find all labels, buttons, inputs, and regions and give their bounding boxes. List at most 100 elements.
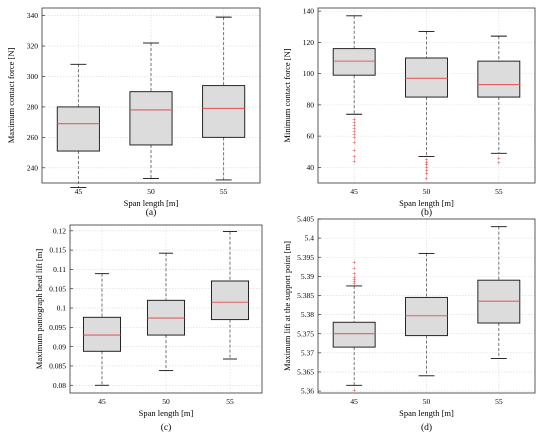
y-tick-label: 0.095: [49, 323, 66, 332]
box-50: [129, 42, 173, 179]
y-tick-label: 0.09: [53, 342, 66, 351]
outlier-marker: +: [352, 274, 356, 282]
plot-frame: [317, 218, 536, 394]
box-45: [56, 63, 100, 189]
panel-caption: (a): [146, 207, 157, 218]
y-tick-label: 100: [303, 69, 315, 78]
outlier-marker: +: [352, 134, 356, 142]
box-55: ++: [477, 35, 521, 167]
outlier-marker: +: [352, 280, 356, 288]
outlier-marker: +: [497, 155, 501, 163]
x-axis-label: Span length [m]: [399, 408, 454, 418]
y-tick-label: 120: [303, 38, 315, 47]
box-50: +++++++: [405, 30, 448, 183]
y-tick-label: 40: [307, 163, 315, 172]
x-tick-label: 55: [495, 397, 503, 406]
y-tick-label: 5.365: [297, 368, 314, 377]
x-tick-label: 55: [220, 187, 228, 196]
y-tick-label: 5.385: [297, 291, 314, 300]
plot-frame: [317, 7, 536, 184]
x-tick-label: 50: [423, 397, 431, 406]
iqr-box: [202, 85, 246, 138]
iqr-box: [477, 60, 521, 98]
outlier-marker: +: [352, 128, 356, 136]
outlier-marker: +: [425, 164, 429, 172]
x-tick-label: 55: [226, 397, 234, 406]
outlier-marker: +: [352, 158, 356, 166]
outlier-marker: +: [425, 159, 429, 167]
outlier-marker: +: [352, 386, 356, 394]
y-axis-label: Maximum pantograph head lift [m]: [34, 249, 44, 370]
x-axis-label: Span length [m]: [399, 198, 454, 208]
y-tick-label: 0.12: [53, 226, 66, 235]
x-tick-label: 45: [98, 397, 106, 406]
panel-caption: (d): [421, 422, 432, 433]
outlier-marker: +: [425, 167, 429, 175]
y-tick-label: 260: [27, 133, 39, 142]
iqr-box: [56, 106, 100, 152]
box-55: [210, 231, 250, 360]
outlier-marker: +: [425, 175, 429, 183]
box-55: [202, 16, 246, 181]
y-tick-label: 5.4: [305, 234, 315, 243]
y-axis-label: Maximum contact force [N]: [6, 48, 16, 144]
y-tick-label: 5.39: [301, 272, 314, 281]
panel-caption: (c): [161, 422, 172, 433]
outlier-marker: +: [352, 258, 356, 266]
iqr-box: [82, 316, 122, 352]
iqr-box: [129, 91, 173, 146]
y-tick-label: 0.08: [53, 381, 66, 390]
outlier-marker: +: [352, 122, 356, 130]
outlier-marker: +: [352, 119, 356, 127]
plot-frame: [69, 224, 263, 394]
y-tick-label: 60: [307, 132, 315, 141]
y-tick-label: 5.395: [297, 253, 314, 262]
iqr-box: [332, 321, 376, 348]
y-tick-label: 0.1: [57, 304, 67, 313]
outlier-marker: +: [352, 125, 356, 133]
x-tick-label: 45: [350, 187, 358, 196]
x-tick-label: 45: [350, 397, 358, 406]
outlier-marker: +: [425, 156, 429, 164]
y-tick-label: 5.38: [301, 310, 314, 319]
outlier-marker: +: [425, 161, 429, 169]
chart-panel-1: 240 260 280 300 320 340 45 50 55 Span length [m] M…: [6, 7, 261, 218]
y-tick-label: 5.36: [301, 387, 314, 396]
y-tick-label: 80: [307, 100, 315, 109]
y-tick-label: 240: [27, 163, 39, 172]
outlier-marker: +: [352, 276, 356, 284]
box-55: [477, 226, 521, 360]
y-tick-label: 320: [27, 42, 39, 51]
box-45: ++++++++: [332, 258, 376, 394]
y-tick-label: 140: [303, 7, 315, 16]
outlier-marker: +: [352, 153, 356, 161]
x-tick-label: 45: [75, 187, 83, 196]
x-tick-label: 50: [147, 187, 155, 196]
chart-panel-4: 5.36 5.365 5.37 5.375 5.38 5.385 5.39 5.395 5.4 5…: [282, 215, 536, 433]
plot-frame: [41, 7, 261, 184]
outlier-marker: +: [497, 159, 501, 167]
y-axis-label: Minimum contact force [N]: [282, 48, 292, 142]
box-50: [405, 252, 448, 377]
x-tick-label: 50: [162, 397, 170, 406]
outlier-marker: +: [352, 115, 356, 123]
chart-panel-3: 0.08 0.085 0.09 0.095 0.1 0.105 0.11 0.115 0.12 4…: [34, 224, 263, 433]
x-axis-label: Span length [m]: [139, 408, 194, 418]
outlier-marker: +: [352, 278, 356, 286]
outlier-marker: +: [425, 170, 429, 178]
iqr-box: [405, 57, 448, 98]
outlier-marker: +: [352, 147, 356, 155]
y-tick-label: 300: [27, 72, 39, 81]
panel-caption: (b): [421, 207, 432, 218]
y-tick-label: 340: [27, 11, 39, 20]
outlier-marker: +: [352, 139, 356, 147]
y-tick-label: 5.37: [301, 348, 314, 357]
outlier-marker: +: [352, 264, 356, 272]
y-tick-label: 0.085: [49, 362, 66, 371]
y-tick-label: 5.405: [297, 215, 314, 224]
box-45: [82, 273, 122, 386]
y-axis-label: Maximum lift at the support point [m]: [282, 241, 292, 371]
y-tick-label: 0.115: [49, 246, 66, 255]
y-tick-label: 5.375: [297, 329, 314, 338]
